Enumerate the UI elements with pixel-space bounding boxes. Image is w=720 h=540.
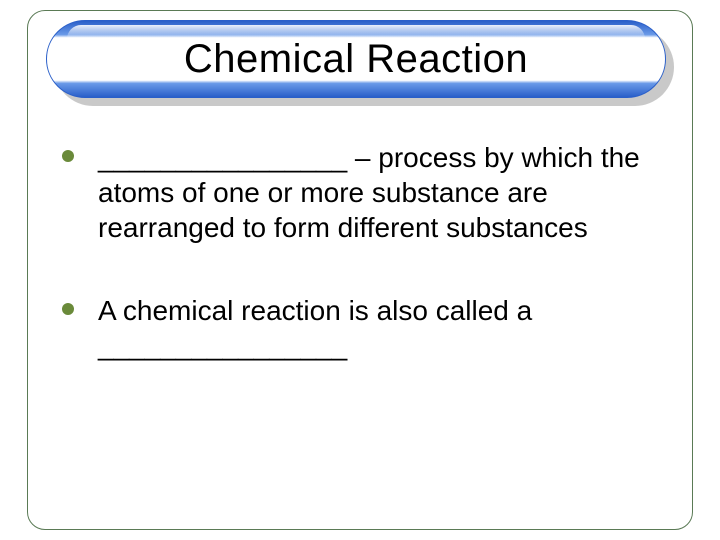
slide-title: Chemical Reaction: [184, 37, 528, 82]
bullet-item: ________________ – process by which the …: [62, 140, 662, 245]
bullet-item: A chemical reaction is also called a ___…: [62, 293, 662, 363]
title-banner-fill: Chemical Reaction: [46, 20, 666, 98]
bullet-text: A chemical reaction is also called a ___…: [98, 295, 532, 361]
bullet-icon: [62, 150, 74, 162]
bullet-text: ________________ – process by which the …: [98, 142, 640, 243]
title-banner: Chemical Reaction: [46, 20, 674, 106]
content-area: ________________ – process by which the …: [62, 140, 662, 411]
bullet-icon: [62, 303, 74, 315]
